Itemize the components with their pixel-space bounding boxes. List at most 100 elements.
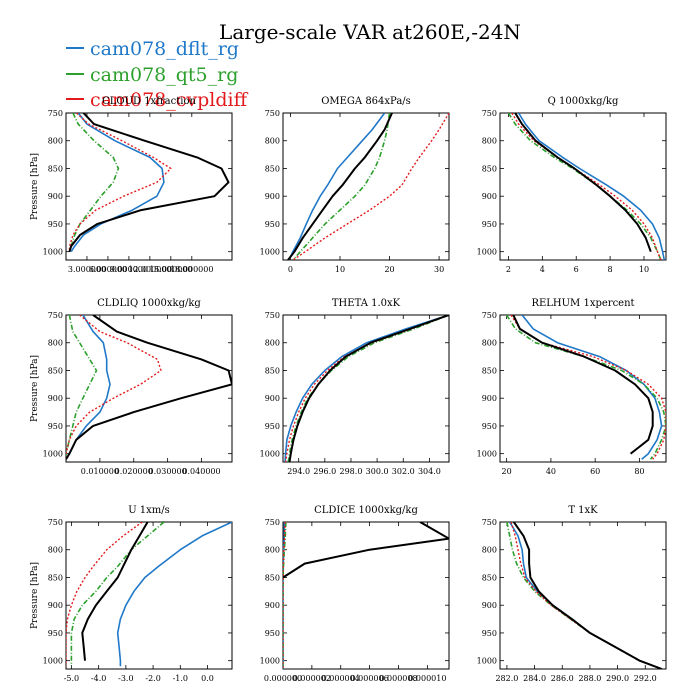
y-tick-label: 800 — [265, 137, 280, 146]
plot-frame — [499, 112, 667, 261]
y-tick-label: 900 — [482, 192, 497, 201]
y-tick-label: 1000 — [260, 657, 280, 666]
panel: CLDLIQ 1000xkg/kg 750 800 850 900 950 1000 0.01… — [30, 298, 233, 476]
y-tick-label: 750 — [482, 109, 497, 118]
panel-title: RELHUM 1xpercent — [531, 298, 634, 309]
series-group — [505, 315, 666, 460]
panel-title: CLOUD 1xfraction — [102, 96, 196, 107]
panel: CLDICE 1000xkg/kg 750 800 850 900 950 1000 0.00… — [260, 505, 450, 683]
y-tick-label: 750 — [48, 311, 63, 320]
y-tick-label: 800 — [482, 546, 497, 555]
plot-frame — [65, 112, 233, 261]
x-tick-label: 15.000000 — [149, 265, 192, 274]
y-tick-label: 750 — [48, 109, 63, 118]
series-group — [284, 315, 449, 462]
series-line-cvpl — [68, 113, 172, 252]
x-tick-label: 0.000008 — [379, 674, 417, 683]
series-line-dflt — [517, 113, 666, 260]
x-tick-label: 296.0 — [313, 467, 336, 476]
series-line-dflt — [116, 522, 232, 667]
y-tick-label: 750 — [265, 518, 280, 527]
panel: OMEGA 864xPa/s 750 800 850 900 950 1000 0 10 20 30 — [260, 96, 450, 274]
x-tick-label: 286.0 — [551, 674, 574, 683]
series-line-obs — [512, 315, 654, 455]
y-tick-label: 950 — [48, 629, 63, 638]
x-tick-label: 0.000000 — [264, 674, 302, 683]
y-tick-label: 800 — [482, 339, 497, 348]
series-line-dflt — [70, 113, 165, 253]
x-tick-label: 288.0 — [578, 674, 601, 683]
figure-title: Large-scale VAR at260E,-24N — [219, 20, 521, 44]
y-tick-label: 850 — [265, 164, 280, 173]
series-group — [283, 522, 449, 669]
y-tick-label: 800 — [48, 339, 63, 348]
series-group — [68, 113, 230, 253]
panel-title: U 1xm/s — [128, 505, 170, 516]
legend-item: cam078_dflt_rg — [66, 38, 239, 60]
plot-frame — [65, 521, 233, 670]
panel: U 1xm/s 750 800 850 900 950 1000-5.0 -4.0 -3.0 -2… — [30, 505, 233, 683]
series-line-cvpl — [510, 522, 663, 669]
plot-frame — [499, 521, 667, 670]
y-tick-label: 900 — [48, 394, 63, 403]
x-tick-label: 0.000002 — [293, 674, 331, 683]
series-line-cvpl — [66, 522, 143, 667]
x-tick-label: 2 — [506, 265, 511, 274]
y-tick-label: 750 — [265, 311, 280, 320]
x-tick-label: 20 — [384, 265, 394, 274]
y-tick-label: 1000 — [477, 248, 497, 257]
x-tick-label: 0 — [288, 265, 293, 274]
series-line-cvpl — [284, 315, 449, 462]
y-tick-label: 1000 — [43, 248, 63, 257]
x-tick-label: -3.0 — [118, 674, 133, 683]
y-tick-label: 950 — [265, 629, 280, 638]
series-group — [287, 113, 449, 260]
panel: CLOUD 1xfraction 750 800 850 900 950 1000 3.000… — [30, 96, 233, 274]
x-tick-label: 298.0 — [340, 467, 363, 476]
series-group — [66, 315, 232, 460]
x-tick-label: 284.0 — [523, 674, 546, 683]
series-line-dflt — [521, 315, 663, 460]
y-tick-label: 950 — [265, 220, 280, 229]
series-line-qt5 — [66, 315, 98, 460]
x-tick-label: 0.030000 — [149, 467, 187, 476]
series-line-obs — [66, 315, 232, 460]
series-line-qt5 — [287, 315, 449, 462]
y-tick-label: 800 — [48, 546, 63, 555]
y-tick-label: 900 — [265, 601, 280, 610]
y-tick-label: 900 — [482, 601, 497, 610]
y-tick-label: 1000 — [477, 450, 497, 459]
x-tick-label: -2.0 — [145, 674, 160, 683]
series-group — [507, 113, 666, 260]
y-tick-label: 1000 — [43, 657, 63, 666]
series-line-obs — [81, 522, 149, 661]
x-tick-label: 8 — [608, 265, 613, 274]
legend: cam078_dflt_rg cam078_qt5_rg cam078_cvpldi… — [66, 38, 249, 111]
y-tick-label: 850 — [482, 164, 497, 173]
panel-title: THETA 1.0xK — [332, 298, 401, 309]
plot-frame — [282, 314, 450, 463]
plot-frame — [282, 112, 450, 261]
y-tick-label: 950 — [48, 422, 63, 431]
x-tick-label: 4 — [540, 265, 545, 274]
series-line-cvpl — [292, 113, 449, 260]
series-group — [66, 522, 232, 667]
series-line-qt5 — [505, 315, 666, 460]
x-tick-label: 302.0 — [392, 467, 415, 476]
series-line-qt5 — [292, 113, 391, 260]
y-tick-label: 750 — [482, 518, 497, 527]
series-line-qt5 — [70, 522, 165, 667]
y-tick-label: 1000 — [43, 450, 63, 459]
x-tick-label: 20 — [502, 467, 512, 476]
x-tick-label: 0.0 — [201, 674, 214, 683]
y-axis-label: Pressure [hPa] — [30, 355, 40, 422]
panel: THETA 1.0xK 750 800 850 900 950 1000 294.0 296.0… — [260, 298, 450, 476]
series-line-obs — [512, 522, 663, 669]
y-tick-label: 800 — [48, 137, 63, 146]
legend-label: cam078_qt5_rg — [90, 64, 238, 86]
x-tick-label: 0.040000 — [182, 467, 220, 476]
x-tick-label: 300.0 — [366, 467, 389, 476]
x-tick-label: 40 — [546, 467, 556, 476]
y-tick-label: 800 — [265, 339, 280, 348]
